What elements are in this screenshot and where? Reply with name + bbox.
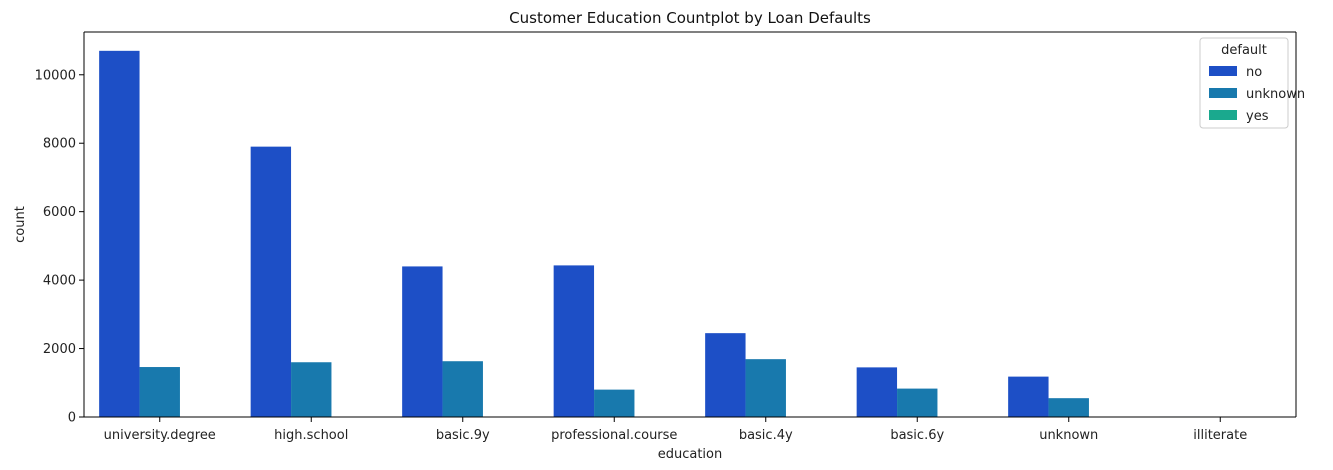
x-tick-label: university.degree <box>104 428 216 443</box>
legend-swatch-unknown <box>1209 88 1237 98</box>
x-axis-label: education <box>658 447 723 462</box>
legend-label-no: no <box>1246 65 1262 80</box>
bar-unknown-basic.9y <box>442 361 483 417</box>
x-tick-label: high.school <box>274 428 348 443</box>
bar-no-professional.course <box>553 265 595 417</box>
bar-no-unknown <box>1008 376 1049 417</box>
y-tick-label: 4000 <box>43 274 76 289</box>
y-tick-label: 10000 <box>35 68 76 83</box>
legend-label-yes: yes <box>1246 109 1269 124</box>
y-tick-label: 0 <box>68 411 76 426</box>
x-tick-label: unknown <box>1039 428 1098 443</box>
bar-unknown-basic.6y <box>897 388 938 417</box>
bar-unknown-basic.4y <box>745 359 786 417</box>
y-axis-label: count <box>13 206 28 243</box>
legend-label-unknown: unknown <box>1246 87 1305 102</box>
x-tick-label: illiterate <box>1193 428 1247 443</box>
legend-title: default <box>1221 43 1267 58</box>
y-tick-label: 2000 <box>43 342 76 357</box>
y-tick-label: 8000 <box>43 137 76 152</box>
plot-area: 0 2000 4000 6000 8000 10000 university.degree h… <box>35 31 1297 443</box>
chart-title: Customer Education Countplot by Loan Def… <box>509 9 871 27</box>
legend-swatch-no <box>1209 66 1237 76</box>
bar-unknown-high.school <box>291 362 332 417</box>
bar-unknown-university.degree <box>139 367 180 417</box>
bar-no-basic.6y <box>856 367 898 417</box>
x-tick-label: basic.6y <box>890 428 944 443</box>
legend-box <box>1199 37 1289 129</box>
bar-no-university.degree <box>99 50 140 417</box>
x-tick-label: basic.9y <box>436 428 490 443</box>
bar-unknown-professional.course <box>594 389 635 417</box>
bar-no-high.school <box>250 146 292 417</box>
legend: default no unknown yes <box>1199 37 1305 129</box>
x-tick-label: professional.course <box>551 428 677 443</box>
bar-unknown-unknown <box>1048 398 1089 417</box>
legend-swatch-yes <box>1209 110 1237 120</box>
bar-no-basic.4y <box>705 333 746 417</box>
y-tick-label: 6000 <box>43 205 76 220</box>
bar-no-basic.9y <box>402 266 443 417</box>
x-tick-label: basic.4y <box>739 428 793 443</box>
